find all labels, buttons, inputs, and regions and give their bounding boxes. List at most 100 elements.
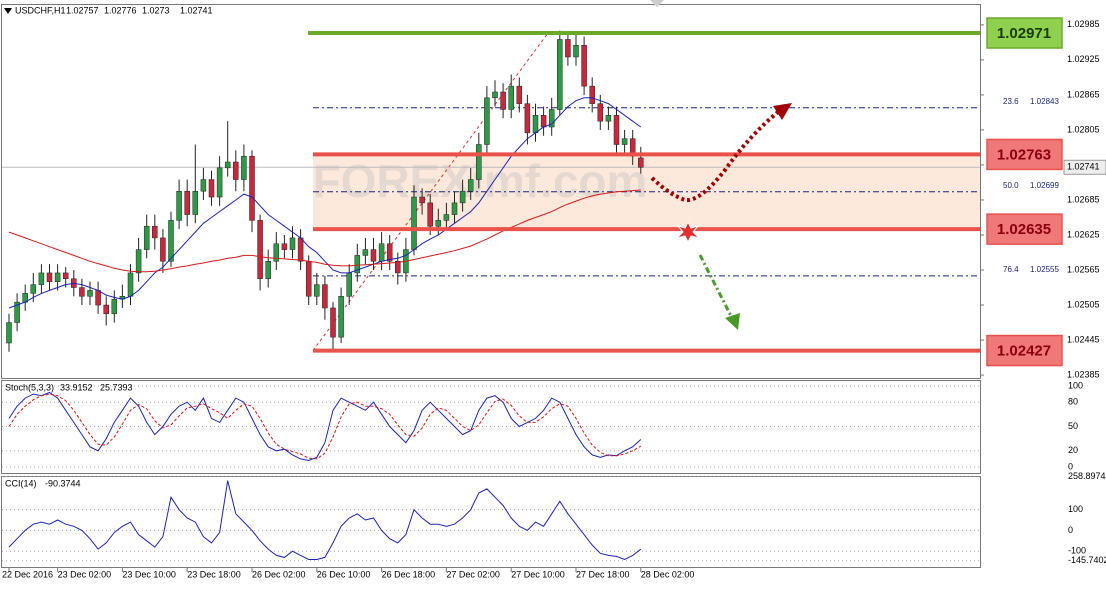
candle-body bbox=[370, 249, 377, 262]
y-tick-label: 50 bbox=[1068, 421, 1078, 431]
ohlc-readout: 1.02757 bbox=[66, 5, 99, 15]
candle-body bbox=[152, 225, 158, 239]
candle-body bbox=[184, 190, 190, 215]
y-tick-label: -100 bbox=[1068, 546, 1086, 556]
stoch-panel bbox=[1, 380, 981, 474]
stochastic-readout: 33.9152 bbox=[60, 382, 93, 392]
arrow-head bbox=[725, 313, 740, 330]
candle-body bbox=[435, 220, 442, 227]
y-tick-label: 1.02985 bbox=[1067, 19, 1100, 29]
candle-body bbox=[208, 179, 215, 198]
candle-body bbox=[638, 157, 644, 168]
candle-body bbox=[532, 115, 539, 134]
candle-body bbox=[419, 196, 425, 204]
y-tick-label: 100 bbox=[1068, 504, 1083, 514]
stochastic-readout: 25.7393 bbox=[100, 382, 133, 392]
candle-body bbox=[103, 304, 109, 315]
moving-average bbox=[8, 189, 641, 273]
fib-pct: 50.0 bbox=[1003, 181, 1019, 190]
candle-body bbox=[459, 190, 466, 204]
y-tick-label: 1.02685 bbox=[1067, 194, 1100, 204]
candle-body bbox=[451, 202, 458, 215]
x-tick-label: 23 Dec 02:00 bbox=[58, 569, 112, 579]
current-price-label: 1.02741 bbox=[1067, 162, 1100, 172]
candle-body bbox=[605, 115, 612, 122]
candle-body bbox=[500, 91, 506, 110]
fib-value: 1.02699 bbox=[1030, 181, 1059, 190]
cci-label: CCI(14) bbox=[5, 478, 37, 488]
candle-body bbox=[54, 272, 61, 282]
candle-body bbox=[346, 272, 352, 297]
arrow-head bbox=[773, 103, 792, 120]
candle-body bbox=[241, 155, 247, 180]
candle-body bbox=[249, 155, 255, 221]
candle-body bbox=[135, 249, 142, 274]
candle-body bbox=[589, 85, 595, 104]
fib-value: 1.02843 bbox=[1030, 97, 1059, 106]
candle-body bbox=[565, 39, 571, 58]
candle-body bbox=[273, 243, 280, 262]
candle-body bbox=[38, 272, 45, 285]
main-panel bbox=[1, 4, 981, 379]
cci-line bbox=[8, 480, 642, 561]
y-tick-label: 258.8974 bbox=[1068, 471, 1106, 481]
candle-body bbox=[613, 115, 620, 145]
candle-body bbox=[160, 237, 166, 262]
candle-body bbox=[557, 39, 563, 110]
breakout-star bbox=[675, 220, 701, 244]
x-tick-label: 23 Dec 10:00 bbox=[122, 569, 176, 579]
moving-average bbox=[8, 97, 642, 309]
y-tick-label: 1.02385 bbox=[1067, 369, 1100, 379]
candle-body bbox=[192, 190, 199, 215]
ohlc-readout: 1.02776 bbox=[104, 5, 137, 15]
candle-body bbox=[87, 290, 93, 297]
level-box bbox=[986, 213, 1063, 245]
y-tick-label: 1.02565 bbox=[1067, 264, 1100, 274]
candle-body bbox=[484, 97, 490, 145]
candle-body bbox=[224, 161, 231, 169]
annotations bbox=[4, 0, 792, 330]
candle-body bbox=[508, 85, 514, 110]
x-tick-label: 22 Dec 2016 bbox=[2, 569, 53, 579]
level-label: 1.02427 bbox=[997, 343, 1051, 360]
candle-body bbox=[395, 261, 401, 274]
y-tick-label: 0 bbox=[1068, 525, 1073, 535]
level-box bbox=[986, 138, 1063, 171]
up-scenario bbox=[650, 110, 780, 203]
level-label: 1.02971 bbox=[997, 25, 1051, 42]
y-tick-label: 1.02505 bbox=[1067, 299, 1100, 309]
candle-body bbox=[362, 249, 369, 256]
candle-body bbox=[6, 322, 12, 344]
candle-body bbox=[281, 243, 288, 250]
candle-body bbox=[79, 287, 85, 297]
y-tick-label: 1.02865 bbox=[1067, 89, 1100, 99]
y-tick-label: 1.02805 bbox=[1067, 124, 1100, 134]
fib-pct: 76.4 bbox=[1003, 265, 1019, 274]
level-box bbox=[986, 334, 1063, 367]
dropdown-icon bbox=[4, 8, 12, 14]
cci-readout: -90.3744 bbox=[45, 478, 81, 488]
candle-body bbox=[492, 91, 498, 99]
level-box bbox=[986, 17, 1063, 49]
candle-body bbox=[30, 284, 37, 294]
current-price-box bbox=[1063, 159, 1106, 175]
ohlc-readout: 1.02741 bbox=[180, 5, 213, 15]
candle-body bbox=[581, 45, 587, 87]
candle-body bbox=[305, 261, 312, 297]
x-tick-label: 27 Dec 18:00 bbox=[576, 569, 630, 579]
candle-body bbox=[540, 115, 547, 128]
stochastic-label: Stoch(5,3,3) bbox=[5, 382, 54, 392]
candle-body bbox=[168, 220, 174, 262]
candle-body bbox=[314, 284, 320, 297]
candle-body bbox=[621, 138, 628, 145]
y-tick-label: 20 bbox=[1068, 445, 1078, 455]
candle-body bbox=[216, 167, 223, 198]
candle-body bbox=[427, 202, 433, 227]
x-tick-label: 26 Dec 10:00 bbox=[317, 569, 371, 579]
down-scenario bbox=[698, 254, 734, 319]
stochastic-line bbox=[8, 393, 642, 460]
candle-body bbox=[265, 261, 271, 280]
symbol: USDCHF,H1 bbox=[15, 5, 66, 15]
candle-body bbox=[14, 301, 20, 323]
